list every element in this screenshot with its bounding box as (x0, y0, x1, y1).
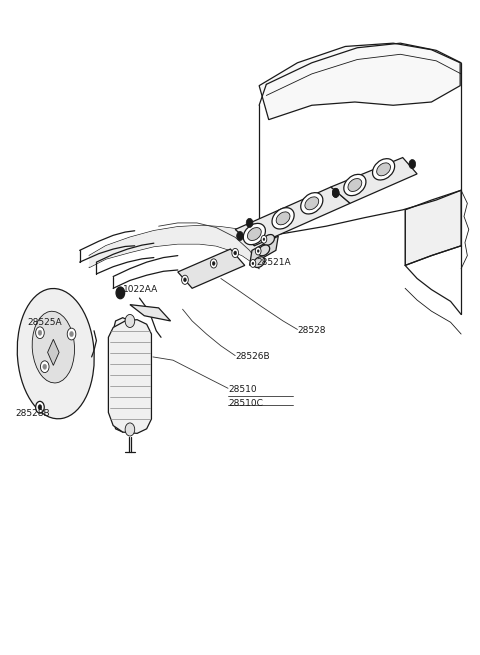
Circle shape (67, 328, 76, 340)
Polygon shape (259, 43, 460, 120)
Circle shape (263, 238, 265, 240)
Polygon shape (108, 320, 152, 434)
Circle shape (70, 331, 73, 337)
Circle shape (409, 160, 416, 169)
Circle shape (257, 250, 259, 252)
Ellipse shape (263, 234, 275, 246)
Circle shape (38, 405, 42, 410)
Circle shape (210, 259, 217, 268)
Circle shape (181, 275, 188, 284)
Text: 28510: 28510 (228, 385, 257, 394)
Text: 28510C: 28510C (228, 400, 263, 409)
Polygon shape (89, 225, 274, 269)
Ellipse shape (348, 179, 362, 191)
Circle shape (40, 361, 49, 373)
Ellipse shape (253, 257, 265, 267)
Polygon shape (48, 339, 59, 365)
Text: 28526B: 28526B (235, 352, 270, 362)
Ellipse shape (377, 163, 391, 176)
Circle shape (125, 314, 135, 328)
Text: 28521A: 28521A (257, 257, 291, 267)
Polygon shape (130, 305, 170, 321)
Polygon shape (331, 158, 417, 203)
Ellipse shape (248, 227, 261, 240)
Circle shape (36, 327, 44, 339)
Circle shape (43, 364, 47, 369)
Circle shape (38, 330, 42, 335)
Circle shape (250, 259, 256, 267)
Ellipse shape (243, 223, 265, 245)
Polygon shape (178, 249, 245, 288)
Circle shape (332, 188, 339, 197)
Polygon shape (250, 236, 278, 265)
Ellipse shape (301, 193, 323, 214)
Polygon shape (235, 187, 350, 246)
Circle shape (116, 287, 125, 299)
Circle shape (234, 251, 237, 255)
Circle shape (232, 248, 239, 257)
Circle shape (36, 402, 44, 413)
Polygon shape (405, 190, 461, 265)
Text: 28525A: 28525A (27, 318, 61, 327)
Ellipse shape (17, 288, 94, 419)
Text: 1022AA: 1022AA (123, 285, 158, 294)
Ellipse shape (272, 208, 294, 229)
Text: 28528: 28528 (298, 326, 326, 335)
Circle shape (252, 262, 254, 265)
Ellipse shape (276, 212, 290, 225)
Circle shape (212, 261, 215, 265)
Circle shape (255, 247, 261, 255)
Ellipse shape (258, 245, 270, 255)
Circle shape (246, 218, 253, 227)
Circle shape (237, 231, 243, 240)
Ellipse shape (344, 174, 366, 196)
Circle shape (125, 423, 135, 436)
Ellipse shape (32, 311, 74, 383)
Ellipse shape (305, 197, 319, 210)
Text: 28528B: 28528B (15, 409, 49, 419)
Ellipse shape (372, 159, 395, 180)
Circle shape (332, 188, 339, 197)
Polygon shape (113, 318, 132, 432)
Circle shape (183, 278, 186, 282)
Circle shape (261, 235, 267, 243)
